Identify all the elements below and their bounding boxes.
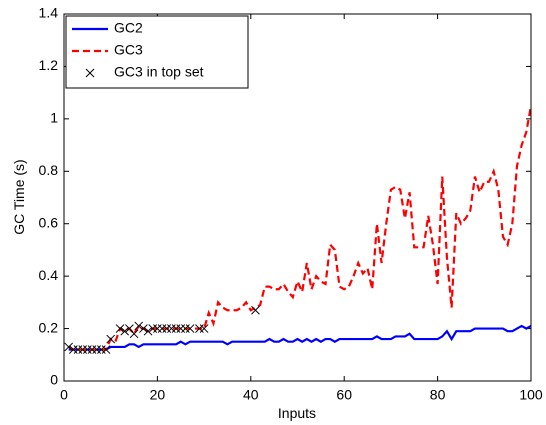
legend-marker: [85, 68, 95, 78]
y-tick-label: 1: [50, 110, 58, 126]
x-tick-label: 100: [519, 387, 543, 403]
x-marker: [134, 321, 144, 331]
axes-box: [63, 13, 532, 382]
x-marker: [101, 345, 111, 354]
x-marker: [139, 324, 148, 333]
x-tick-label: 40: [243, 387, 259, 403]
x-marker: [143, 326, 153, 336]
x-tick-label: 0: [60, 387, 68, 403]
y-axis-label: GC Time (s): [11, 159, 27, 234]
y-tick-label: 0.6: [39, 214, 59, 230]
legend-label: GC3 in top set: [114, 64, 204, 80]
x-tick-label: 80: [430, 387, 446, 403]
line-series: [68, 105, 533, 351]
x-marker: [64, 342, 74, 352]
line-series: [68, 324, 532, 351]
legend-label: GC3: [114, 42, 143, 58]
x-marker: [251, 305, 260, 315]
y-tick-label: 0.2: [39, 319, 59, 335]
y-tick-label: 0.8: [39, 162, 59, 178]
x-marker: [120, 326, 130, 336]
x-marker: [185, 324, 195, 333]
y-tick-label: 0.4: [39, 267, 59, 283]
y-tick-label: 0: [50, 372, 58, 388]
y-tick-label: 1.2: [39, 57, 59, 73]
x-marker: [106, 334, 116, 344]
y-tick-label: 1.4: [39, 5, 59, 21]
x-axis-label: Inputs: [278, 405, 316, 421]
x-marker: [129, 329, 139, 339]
legend-label: GC2: [114, 20, 143, 36]
x-marker: [115, 324, 125, 333]
x-tick-label: 20: [150, 387, 166, 403]
x-marker: [199, 324, 209, 333]
x-tick-label: 60: [336, 387, 352, 403]
